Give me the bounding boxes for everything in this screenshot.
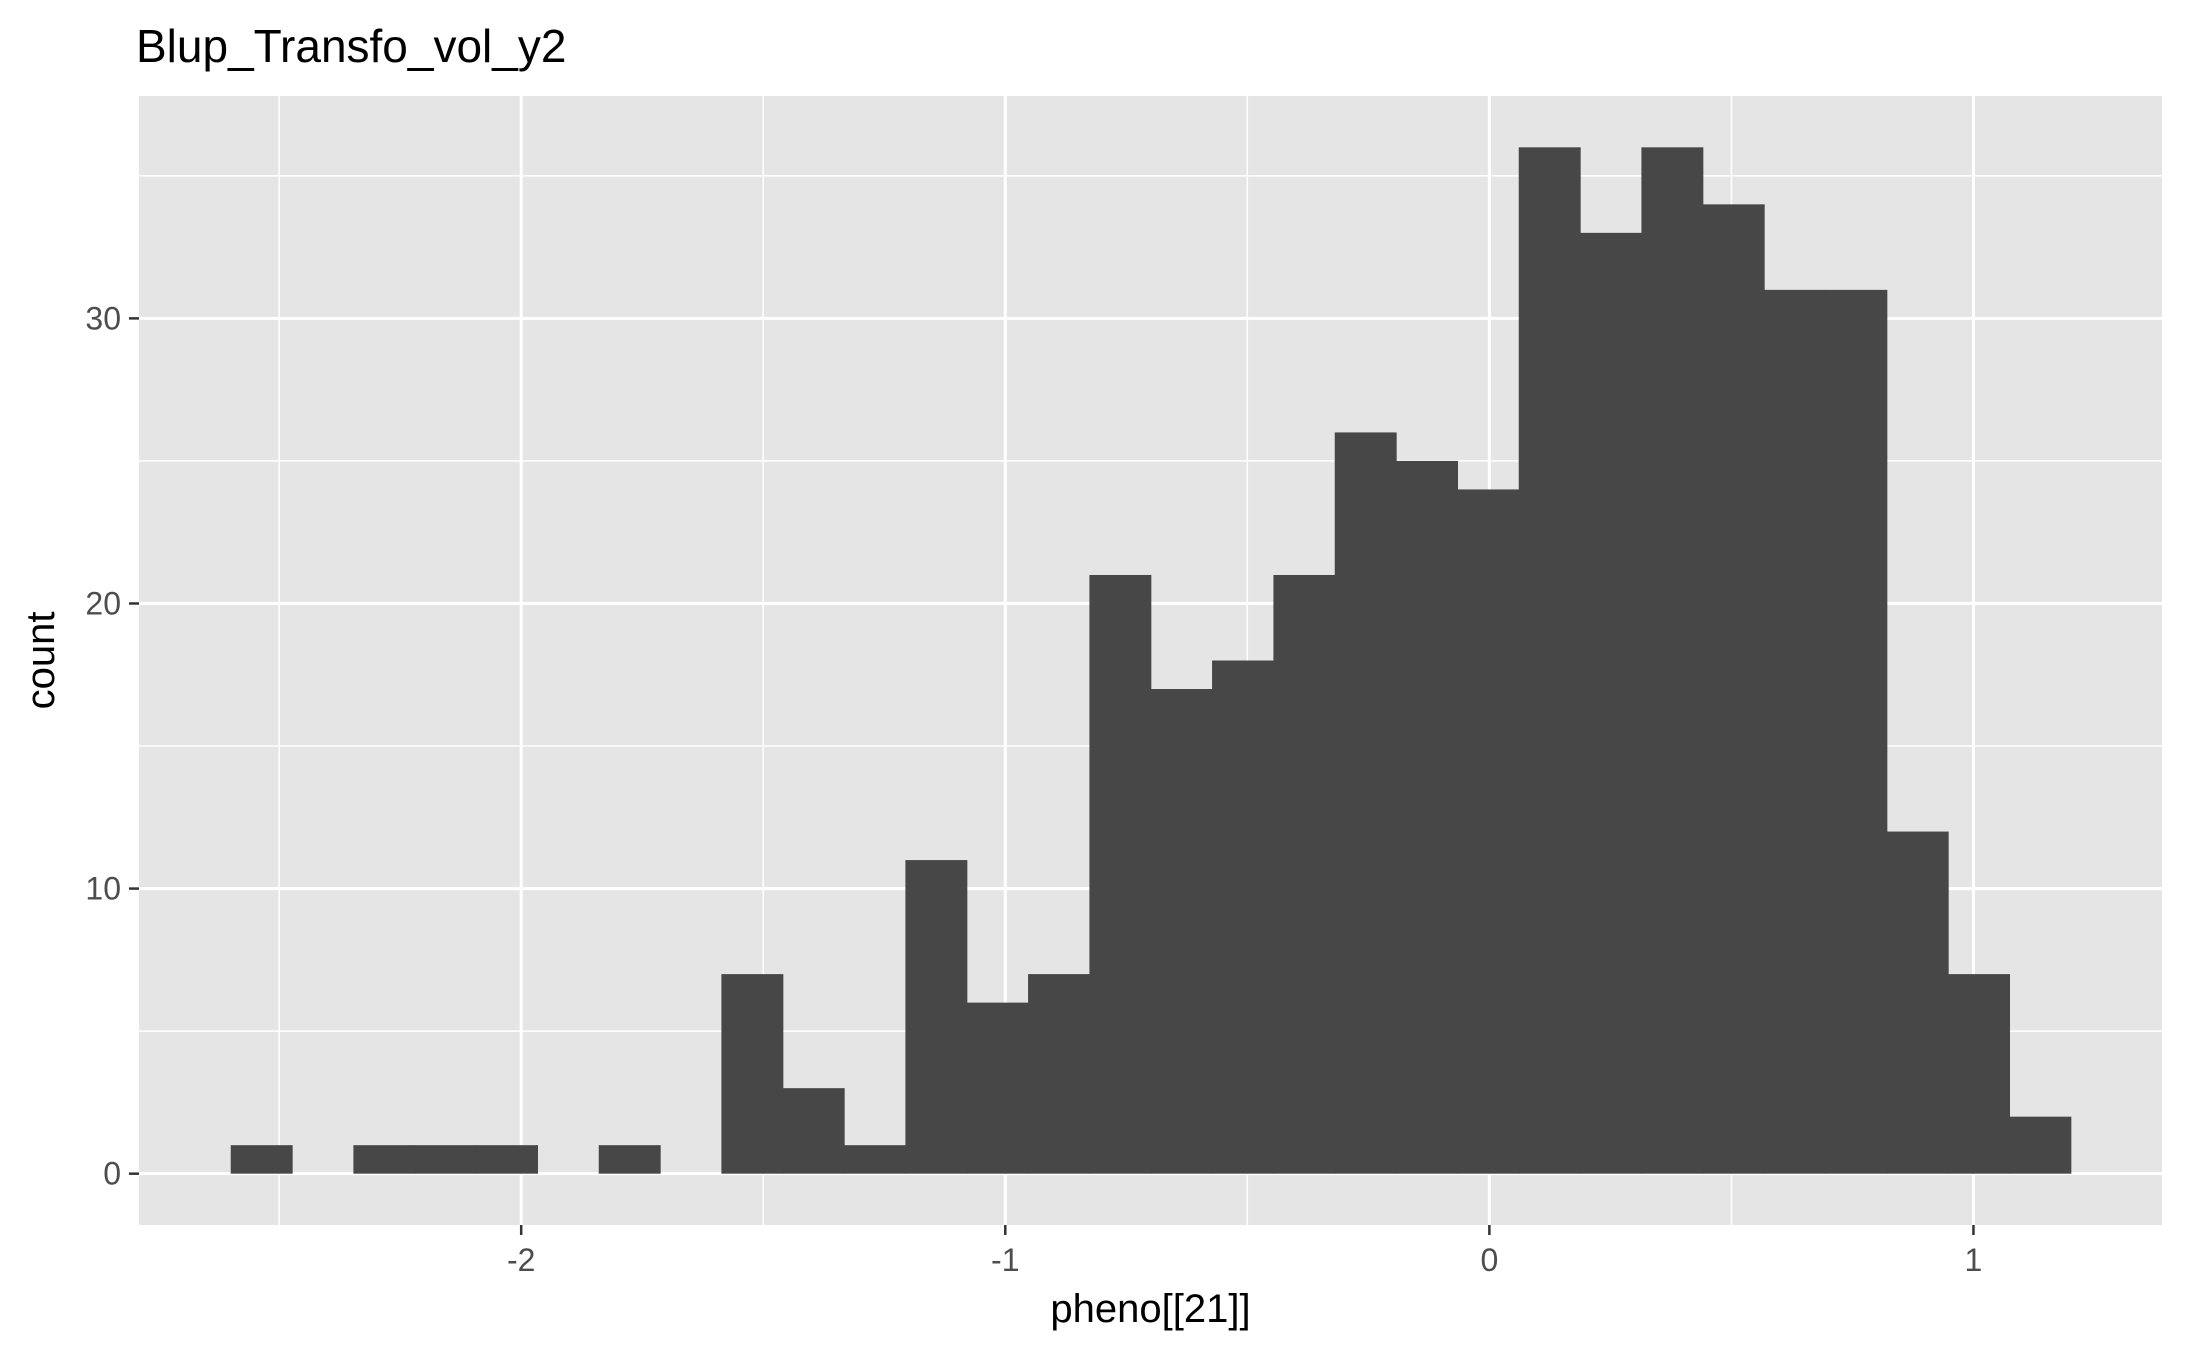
histogram-bar xyxy=(966,1002,1029,1174)
histogram-bar xyxy=(1028,974,1091,1174)
x-tick-label: 0 xyxy=(1480,1242,1498,1278)
histogram-bar xyxy=(1764,289,1827,1174)
histogram-bar xyxy=(353,1145,416,1174)
histogram-bar xyxy=(844,1145,907,1174)
histogram-bar xyxy=(1641,147,1704,1174)
y-tick-label: 10 xyxy=(85,871,121,907)
histogram-bar xyxy=(1334,432,1397,1174)
histogram-bar xyxy=(1396,460,1459,1174)
histogram-bar xyxy=(598,1145,661,1174)
histogram-bar xyxy=(230,1145,293,1174)
y-tick-label: 30 xyxy=(85,300,121,336)
histogram-bar xyxy=(1886,831,1949,1174)
y-tick-label: 20 xyxy=(85,585,121,621)
histogram-bar xyxy=(1518,147,1581,1174)
histogram-bar xyxy=(414,1145,477,1174)
histogram-bar xyxy=(1150,689,1213,1174)
histogram-bar xyxy=(1948,974,2011,1174)
histogram-bar xyxy=(1825,289,1888,1174)
histogram-bar xyxy=(476,1145,539,1174)
x-axis-label: pheno[[21]] xyxy=(1050,1287,1250,1331)
x-tick-label: -1 xyxy=(991,1242,1019,1278)
x-tick-label: 1 xyxy=(1965,1242,1983,1278)
y-tick-label: 0 xyxy=(103,1156,121,1192)
histogram-bar xyxy=(1702,204,1765,1174)
histogram-bars xyxy=(230,147,2072,1174)
y-axis-label: count xyxy=(19,612,63,710)
chart-title: Blup_Transfo_vol_y2 xyxy=(136,20,566,72)
histogram-bar xyxy=(2009,1116,2072,1174)
x-tick-label: -2 xyxy=(507,1242,535,1278)
histogram-bar xyxy=(1089,574,1152,1174)
histogram-bar xyxy=(1580,232,1643,1174)
histogram-bar xyxy=(1212,660,1275,1174)
histogram-bar xyxy=(1273,574,1336,1174)
histogram-bar xyxy=(905,860,968,1174)
histogram-bar xyxy=(1457,489,1520,1174)
y-axis-ticks: 0 10 20 30 xyxy=(85,300,139,1192)
histogram-bar xyxy=(782,1088,845,1174)
x-axis-ticks: -2 -1 0 1 xyxy=(507,1225,1982,1278)
histogram-bar xyxy=(721,974,784,1174)
